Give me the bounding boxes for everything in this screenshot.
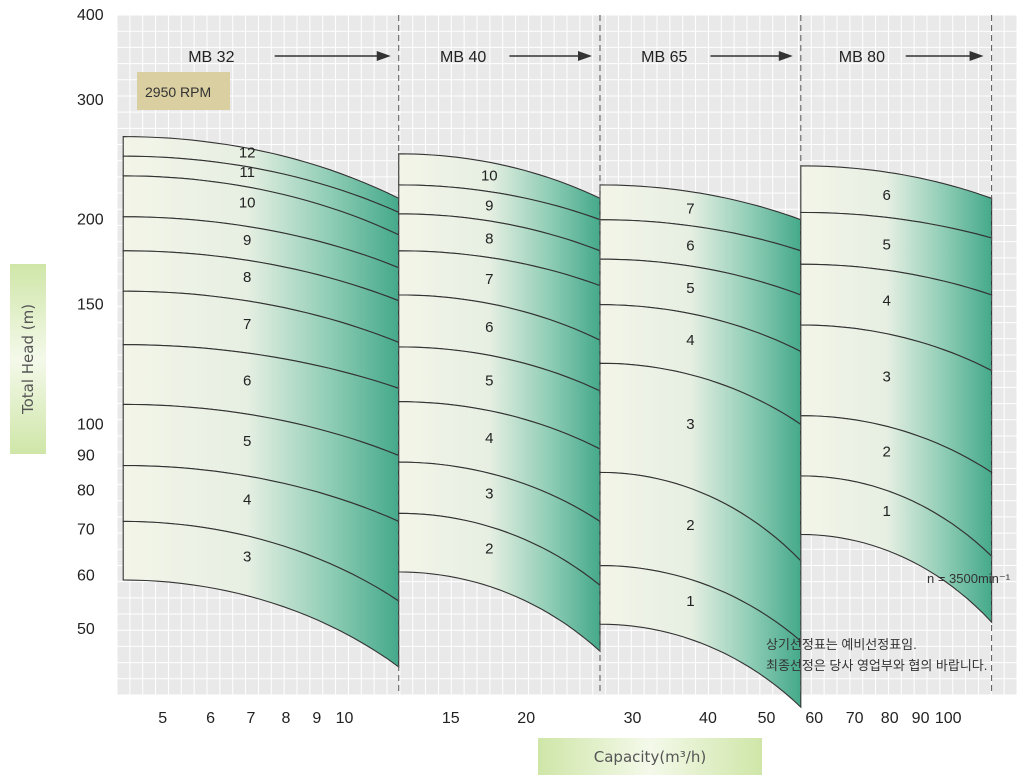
x-tick-label: 9	[312, 710, 321, 727]
y-tick-label: 100	[77, 416, 104, 433]
x-tick-label: 50	[758, 710, 776, 727]
note-line-1: 상기선정표는 예비선정표임.	[766, 637, 917, 652]
stage-label: 2	[686, 517, 694, 534]
stage-label: 5	[883, 236, 891, 253]
stage-label: 3	[883, 368, 891, 385]
x-tick-label: 70	[846, 710, 864, 727]
x-tick-label: 15	[442, 710, 460, 727]
stage-label: 6	[686, 237, 694, 254]
stage-label: 2	[883, 444, 891, 461]
stage-label: 7	[243, 316, 251, 333]
stage-label: 4	[686, 332, 694, 349]
y-tick-label: 200	[77, 212, 104, 229]
y-tick-label: 300	[77, 92, 104, 109]
y-tick-label: 60	[77, 567, 95, 584]
x-tick-label: 5	[158, 710, 167, 727]
stage-label: 8	[485, 230, 493, 247]
y-tick-label: 400	[77, 7, 104, 24]
stage-label: 4	[883, 293, 891, 310]
stage-label: 5	[686, 280, 694, 297]
stage-label: 5	[485, 372, 493, 389]
stage-label: 11	[239, 164, 255, 181]
stage-label: 7	[686, 200, 694, 217]
stage-labels: 12 11 10 9 8 7 6 5 4 3 10 9 8 7 6 5 4 3 2 7 6 5 4 3 2 1 6 5 4 3 2 1	[239, 144, 891, 609]
model-label: MB 32	[188, 49, 234, 66]
x-tick-label: 100	[935, 710, 962, 727]
x-axis-label: Capacity(m³/h)	[594, 748, 706, 766]
x-tick-label: 40	[699, 710, 717, 727]
stage-label: 7	[485, 271, 493, 288]
stage-label: 6	[485, 319, 493, 336]
model-labels: MB 32 MB 40 MB 65 MB 80	[188, 49, 984, 66]
rpm-badge: 2950 RPM	[137, 72, 230, 110]
x-tick-label: 90	[912, 710, 930, 727]
stage-label: 6	[883, 187, 891, 204]
x-tick-label: 30	[624, 710, 642, 727]
y-tick-label: 70	[77, 522, 95, 539]
note-line-2: 최종선정은 당사 영업부와 협의 바랍니다.	[766, 658, 987, 673]
stage-label: 2	[485, 541, 493, 558]
stage-label: 1	[883, 503, 891, 520]
x-tick-label: 60	[805, 710, 823, 727]
stage-label: 3	[686, 416, 694, 433]
stage-label: 4	[243, 491, 251, 508]
performance-bands	[122, 136, 993, 709]
y-tick-label: 150	[77, 297, 104, 314]
x-tick-label: 8	[281, 710, 290, 727]
y-axis-label: Total Head (m)	[19, 304, 37, 415]
stage-label: 9	[485, 197, 493, 214]
y-axis-title: Total Head (m)	[10, 264, 46, 454]
stage-label: 12	[239, 144, 256, 161]
model-label: MB 40	[440, 49, 486, 66]
x-tick-label: 6	[206, 710, 215, 727]
stage-band	[398, 512, 601, 653]
stage-label: 6	[243, 373, 251, 390]
y-axis-ticks: 400 300 200 150 100 90 80 70 60 50	[77, 7, 104, 638]
stage-label: 10	[239, 194, 256, 211]
range-arrow-head	[376, 51, 391, 61]
stage-band	[599, 565, 802, 709]
stage-label: 9	[243, 232, 251, 249]
speed-note: n = 3500min⁻¹	[927, 571, 1011, 586]
model-label: MB 80	[839, 49, 885, 66]
x-tick-label: 20	[517, 710, 535, 727]
x-axis-ticks: 5 6 7 8 9 10 15 20 30 40 50 60 70 80 90 100	[158, 710, 961, 727]
stage-label: 4	[485, 430, 493, 447]
y-tick-label: 90	[77, 448, 95, 465]
x-tick-label: 80	[881, 710, 899, 727]
x-tick-label: 10	[336, 710, 354, 727]
range-arrow-head	[577, 51, 592, 61]
stage-label: 5	[243, 433, 251, 450]
stage-band	[800, 475, 993, 624]
stage-label: 10	[481, 167, 498, 184]
y-tick-label: 50	[77, 621, 95, 638]
stage-label: 3	[243, 549, 251, 566]
y-tick-label: 80	[77, 482, 95, 499]
x-axis-title: Capacity(m³/h)	[538, 738, 762, 775]
range-arrow-head	[969, 51, 984, 61]
stage-label: 3	[485, 486, 493, 503]
range-arrow-head	[778, 51, 793, 61]
rpm-label: 2950 RPM	[145, 84, 211, 100]
x-tick-label: 7	[246, 710, 255, 727]
model-label: MB 65	[641, 49, 687, 66]
stage-label: 1	[686, 593, 694, 610]
stage-label: 8	[243, 269, 251, 286]
model-dividers	[398, 15, 993, 695]
